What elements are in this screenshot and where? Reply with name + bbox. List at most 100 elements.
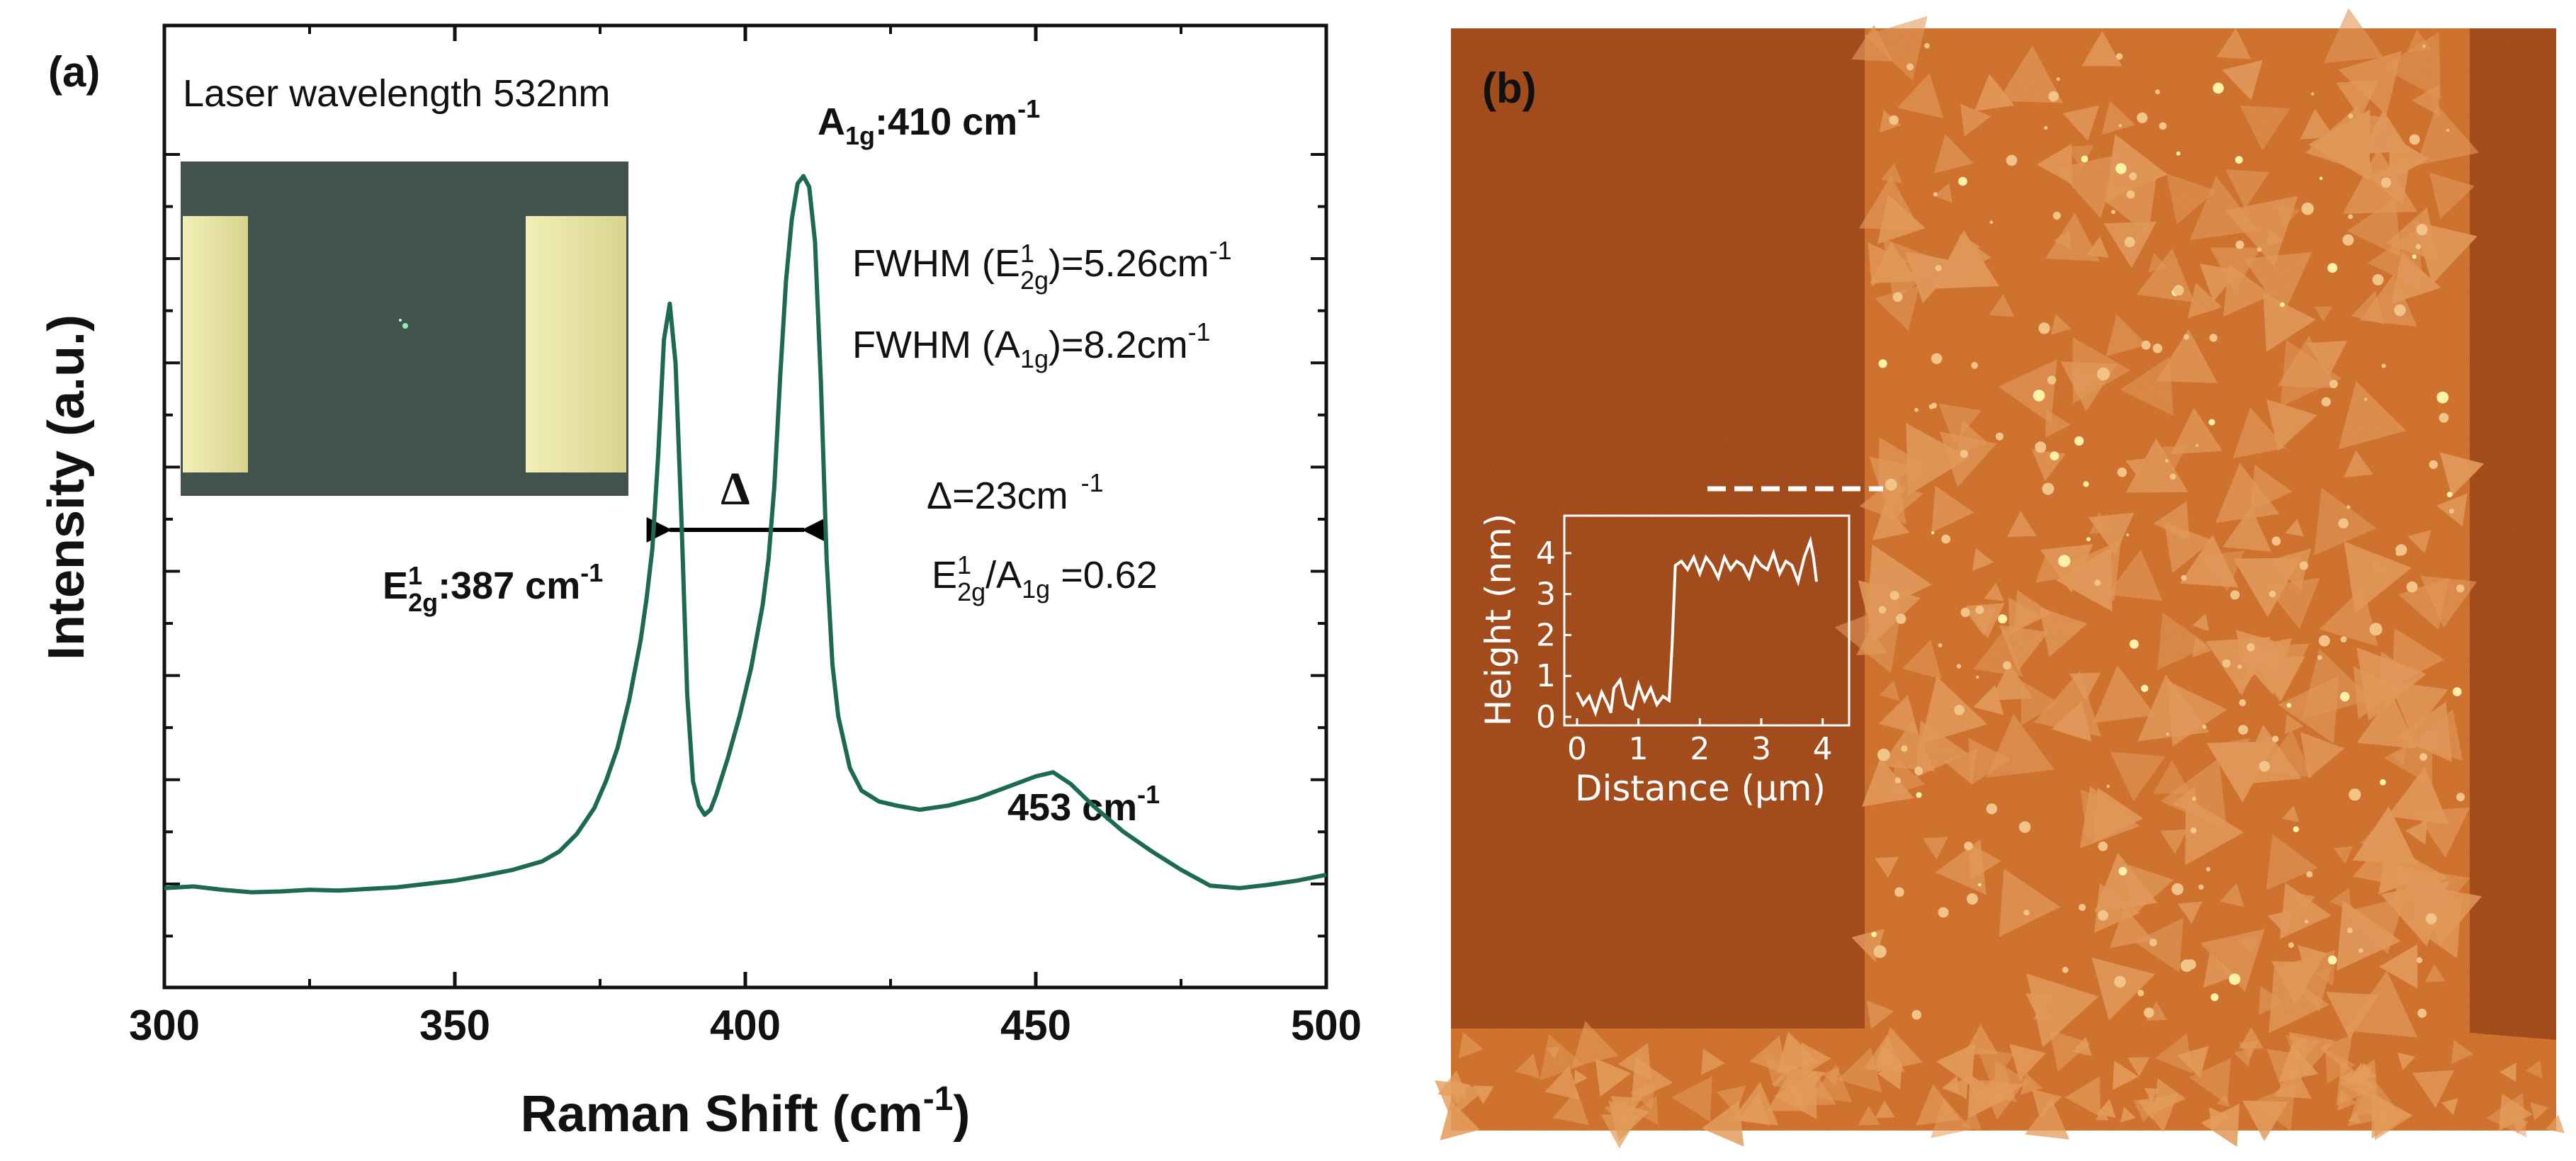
bright-particle — [2003, 661, 2011, 670]
triangle-flake — [2039, 607, 2088, 657]
triangle-flake — [1960, 103, 1992, 137]
triangle-flake — [2405, 895, 2463, 958]
triangle-flake — [2103, 179, 2157, 235]
triangle-flake — [2412, 1070, 2454, 1109]
bright-particle — [2081, 155, 2089, 163]
bright-particle — [1960, 607, 1970, 618]
bright-particle — [2126, 533, 2130, 537]
bright-particle — [2176, 151, 2181, 156]
bright-particle — [2394, 304, 2406, 317]
bright-particle — [2144, 1007, 2154, 1018]
bright-particle — [2259, 761, 2270, 772]
triangle-flake — [1875, 285, 1920, 331]
triangle-flake — [2233, 557, 2301, 618]
triangle-flake — [2250, 464, 2293, 511]
x-axis-label: Raman Shift (cm-1) — [521, 1080, 971, 1143]
bright-particle — [2106, 785, 2110, 788]
bright-particle — [2129, 639, 2139, 649]
triangle-flake — [2035, 555, 2064, 583]
e2g-peak-label: E1 2g:387 cm-1 — [383, 558, 603, 617]
inset-x-tick-label: 1 — [1629, 731, 1649, 767]
x-axis — [162, 26, 1328, 987]
triangle-flake — [2179, 534, 2239, 588]
bright-particle — [2395, 550, 2402, 556]
bright-particle — [2412, 254, 2417, 259]
triangle-flake — [2021, 680, 2060, 725]
triangle-flake — [1906, 423, 1970, 496]
bright-particle — [2205, 867, 2210, 872]
triangle-flake — [1931, 485, 1975, 533]
bright-particle — [2050, 451, 2060, 460]
bright-particle — [2327, 955, 2337, 965]
bright-particle — [2141, 340, 2151, 350]
bright-particle — [2052, 212, 2061, 220]
triangle-flake — [2315, 964, 2335, 986]
bright-particle — [1938, 907, 1949, 918]
triangle-flake — [2381, 31, 2441, 100]
triangle-flake — [1866, 1000, 1894, 1029]
bright-particle — [1954, 705, 1965, 715]
triangle-flake — [2280, 883, 2332, 939]
bright-particle — [2436, 391, 2449, 404]
triangle-flake — [1916, 720, 1968, 778]
triangle-flake — [2128, 1057, 2150, 1077]
triangle-flake — [2081, 30, 2123, 67]
bright-particle — [1878, 359, 1887, 368]
bright-particle — [2152, 344, 2163, 353]
triangle-flake — [1875, 1100, 1895, 1118]
bright-particle — [2006, 154, 2018, 166]
bright-particle — [1873, 945, 1887, 958]
bright-particle — [1933, 192, 1938, 197]
triangle-flake — [2239, 105, 2290, 151]
bright-particle — [2348, 214, 2354, 220]
bright-particle — [1871, 931, 1877, 937]
bright-particle — [2239, 699, 2247, 706]
bright-particle — [1978, 883, 1982, 887]
bright-particle — [2269, 590, 2276, 598]
triangle-flake — [2031, 1089, 2062, 1119]
bright-particle — [2329, 380, 2338, 388]
bright-particle — [2079, 904, 2086, 911]
bright-particle — [2280, 302, 2285, 307]
triangle-flake — [2306, 341, 2348, 378]
triangle-flake — [1701, 1101, 1744, 1147]
triangle-flake — [1796, 1071, 1836, 1106]
bright-particle — [2023, 910, 2030, 916]
y-axis-label: Intensity (a.u.) — [38, 315, 95, 660]
triangle-flake — [2216, 28, 2252, 60]
triangle-flake — [1600, 1114, 1639, 1148]
triangle-flake — [2045, 213, 2100, 261]
bright-particle — [2340, 691, 2350, 702]
triangle-flake — [2096, 1099, 2116, 1118]
triangle-flake — [2091, 957, 2155, 1021]
triangle-flake — [1974, 74, 2015, 111]
triangle-flake — [1595, 1058, 1632, 1097]
bright-particle — [2348, 113, 2354, 119]
bright-particle — [2380, 177, 2391, 188]
bright-particle — [2304, 919, 2309, 924]
bright-particle — [2048, 91, 2059, 102]
x-tick-label: 350 — [419, 1002, 490, 1049]
triangle-flake — [2222, 60, 2263, 101]
triangle-flake — [2407, 530, 2431, 554]
bright-particle — [2380, 778, 2386, 786]
triangle-flake — [2379, 944, 2418, 989]
bright-particle — [2192, 796, 2196, 801]
bright-particle — [2381, 363, 2386, 368]
bright-particle — [2096, 368, 2110, 380]
triangle-flake — [2405, 820, 2428, 845]
bright-particle — [2181, 574, 2187, 581]
bright-particle — [2171, 883, 2184, 895]
bright-particle — [1935, 264, 1942, 271]
triangle-flake — [1916, 1084, 1961, 1126]
bright-particle — [1914, 766, 1923, 776]
bright-particle — [2083, 481, 2089, 487]
bright-particle — [1960, 450, 1968, 458]
bright-particle — [2349, 788, 2361, 801]
bright-particle — [1914, 407, 1919, 412]
bright-particle — [2363, 397, 2368, 401]
triangle-flake — [2298, 945, 2328, 975]
triangle-flake — [2499, 1063, 2516, 1082]
triangle-flake — [2353, 666, 2402, 720]
bright-particle — [2111, 210, 2115, 215]
